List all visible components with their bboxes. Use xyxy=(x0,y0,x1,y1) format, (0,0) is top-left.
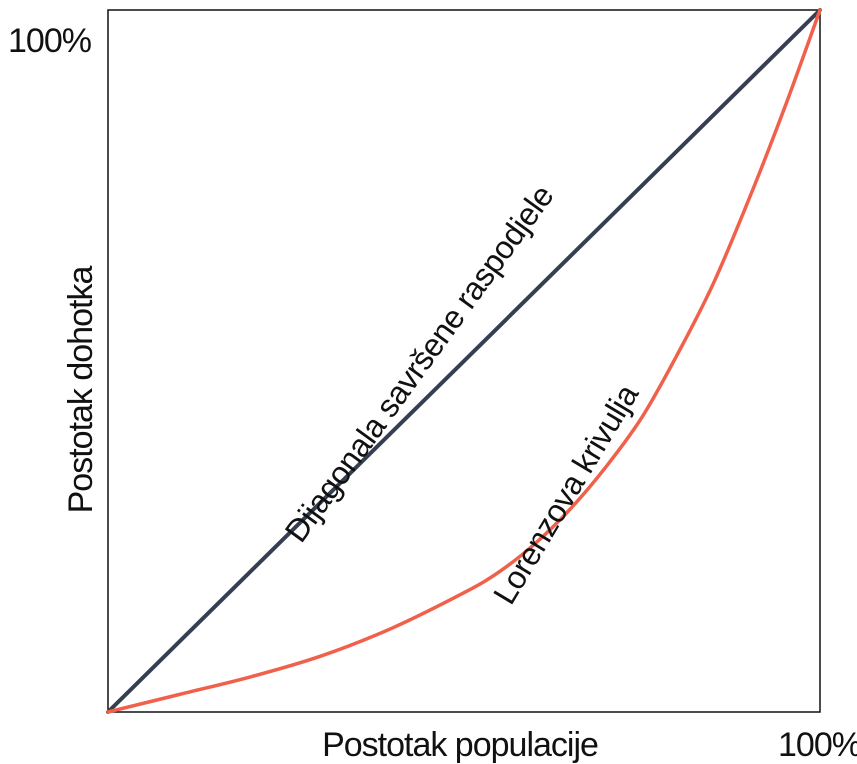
plot-frame xyxy=(107,9,821,713)
y-axis-label: Postotak dohotka xyxy=(62,266,100,514)
x-axis-label: Postotak populacije xyxy=(322,726,598,764)
x-max-tick-label: 100% xyxy=(778,726,857,764)
lorenz-series-label: Lorenzova krivulja xyxy=(486,378,645,610)
plot-border xyxy=(107,9,821,713)
y-max-tick-label: 100% xyxy=(8,22,92,60)
lorenz-curve-line xyxy=(106,8,822,714)
series-layer xyxy=(106,8,822,714)
equality-diagonal-line xyxy=(106,8,822,714)
diagonal-series-label: Dijagonala savršene raspodjele xyxy=(278,178,561,548)
